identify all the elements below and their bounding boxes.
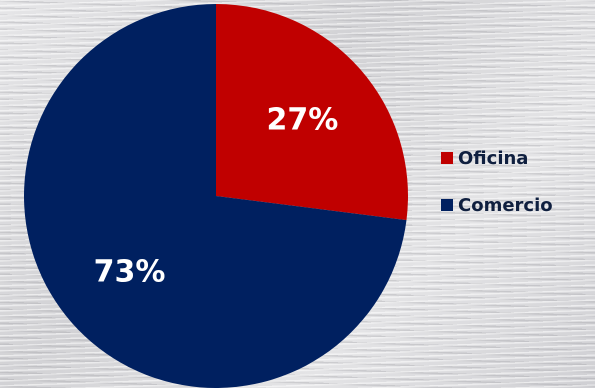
data-label-comercio: 73%: [94, 255, 166, 290]
pie-data-labels: 27% 73%: [94, 102, 339, 289]
pie-slices: [24, 4, 408, 388]
legend-swatch-comercio: [441, 199, 453, 211]
legend-swatch-oficina: [441, 152, 453, 164]
pie-slice-oficina: [216, 4, 408, 221]
legend: Oficina Comercio: [441, 145, 553, 239]
legend-label-oficina: Oficina: [458, 147, 529, 169]
legend-item-comercio: Comercio: [441, 192, 553, 218]
legend-item-oficina: Oficina: [441, 145, 553, 171]
data-label-oficina: 27%: [267, 102, 339, 137]
pie-slice-comercio: [24, 4, 407, 388]
legend-label-comercio: Comercio: [458, 194, 553, 216]
